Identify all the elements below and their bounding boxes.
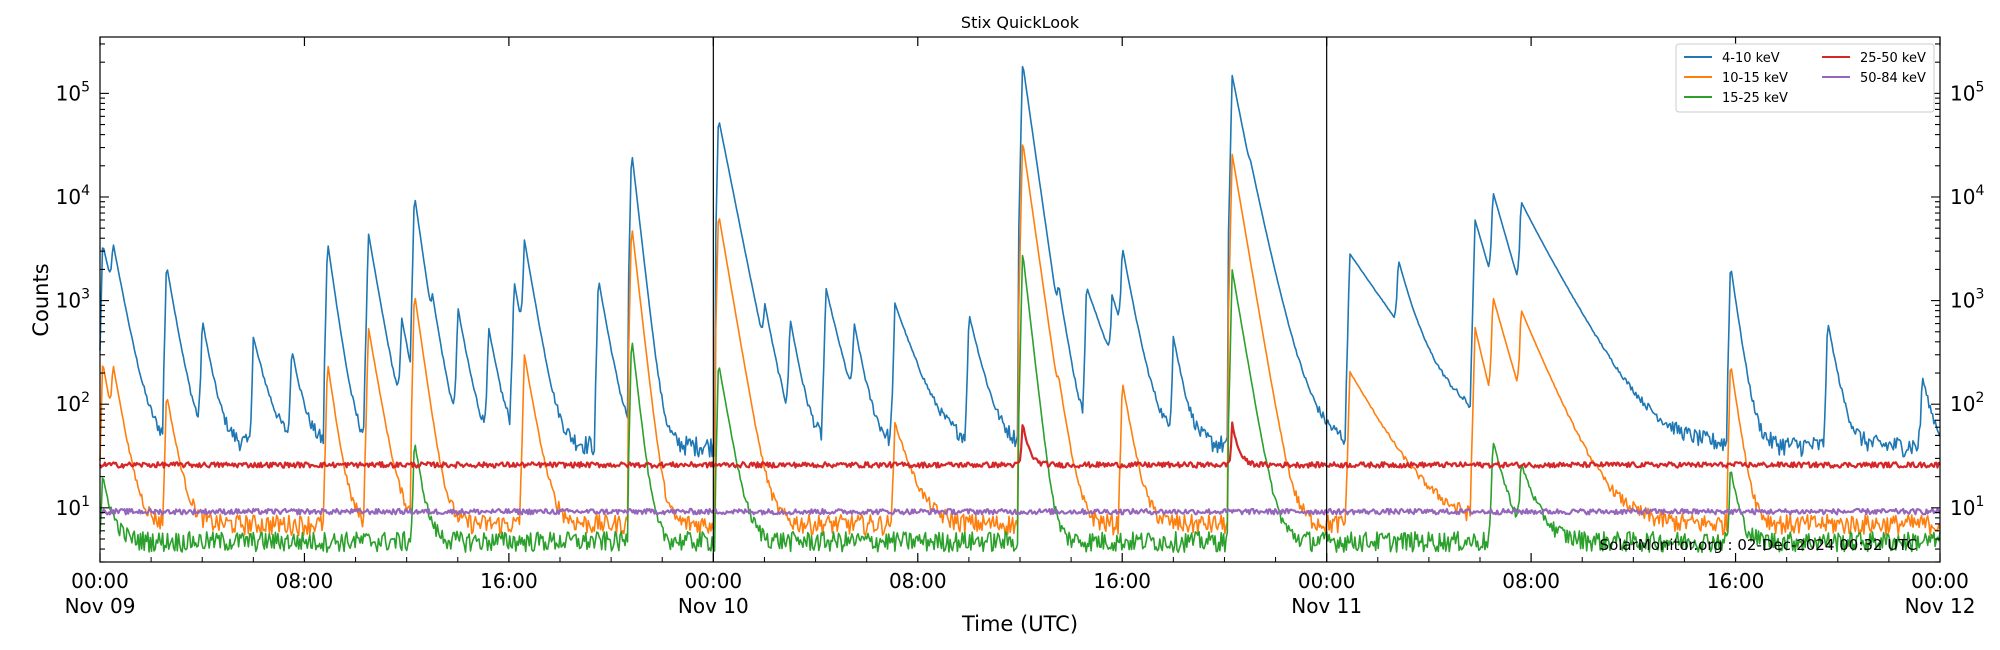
x-tick-label: 00:00: [1911, 569, 1969, 593]
legend: 4-10 keV 10-15 keV 15-25 keV 25-50 keV 50-84…: [1675, 43, 1935, 113]
plot-frame: [99, 36, 1941, 563]
y-tick-label: 103: [56, 287, 90, 313]
day-boundary-lines: [712, 37, 1328, 562]
x-tick-label: 16:00: [480, 569, 538, 593]
y-tick-label: 102: [56, 390, 90, 416]
legend-box: [1675, 43, 1935, 113]
chart-title: Stix QuickLook: [961, 13, 1080, 32]
y-tick-label-right: 102: [1950, 390, 1984, 416]
series-line-4-10-keV: [99, 65, 1941, 458]
legend-label: 25-50 keV: [1860, 51, 1926, 66]
y-tick-label: 101: [56, 494, 90, 520]
y-tick-label: 104: [56, 183, 90, 209]
x-axis-label: Time (UTC): [961, 612, 1078, 636]
y-axis-label: Counts: [29, 263, 53, 336]
x-tick-label: 08:00: [889, 569, 947, 593]
legend-label: 4-10 keV: [1722, 51, 1780, 66]
timestamp-annotation: SolarMonitor.org : 02-Dec-2024 00:32 UTC: [1600, 536, 1917, 554]
x-tick-date-label: Nov 12: [1905, 594, 1976, 618]
series-line-25-50-keV: [98, 421, 1941, 469]
y-axis: 101 101 102 102 103 103 104 104 105 105: [56, 43, 1984, 563]
y-tick-label: 105: [56, 79, 90, 105]
legend-label: 15-25 keV: [1722, 91, 1788, 106]
x-tick-date-label: Nov 09: [65, 594, 136, 618]
x-tick-label: 00:00: [71, 569, 129, 593]
series-line-50-84-keV: [99, 507, 1941, 516]
x-tick-date-label: Nov 10: [678, 594, 749, 618]
y-tick-label-right: 101: [1950, 494, 1984, 520]
series-line-15-25-keV: [99, 254, 1941, 554]
x-tick-label: 08:00: [276, 569, 334, 593]
legend-label: 10-15 keV: [1722, 71, 1788, 86]
x-tick-label: 16:00: [1093, 569, 1151, 593]
x-tick-label: 16:00: [1707, 569, 1765, 593]
legend-label: 50-84 keV: [1860, 71, 1926, 86]
x-tick-label: 08:00: [1502, 569, 1560, 593]
series-layer: [98, 65, 1941, 554]
x-tick-label: 00:00: [685, 569, 743, 593]
y-tick-label-right: 105: [1950, 79, 1984, 105]
x-tick-date-label: Nov 11: [1291, 594, 1362, 618]
y-tick-label-right: 104: [1950, 183, 1984, 209]
y-tick-label-right: 103: [1950, 287, 1984, 313]
x-tick-label: 00:00: [1298, 569, 1356, 593]
